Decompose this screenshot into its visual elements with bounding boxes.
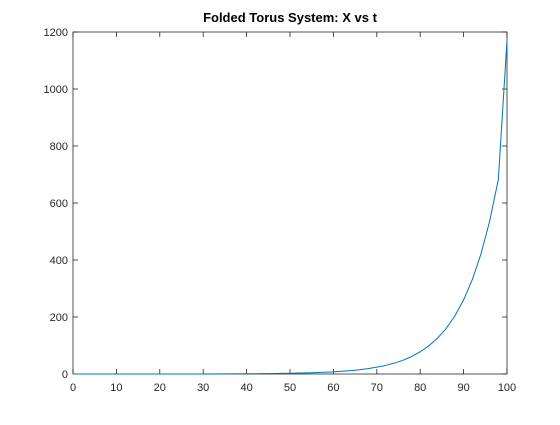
axes-box	[72, 31, 508, 375]
x-tick-label: 80	[414, 382, 426, 394]
x-tick-label: 100	[498, 382, 516, 394]
plot-area: 0 10 20 30 40 50 60 70 80 90 100020040060080010001…	[44, 27, 517, 394]
x-tick-label: 40	[240, 382, 252, 394]
y-tick-label: 600	[50, 198, 68, 210]
y-tick-label: 0	[62, 369, 68, 381]
x-tick-label: 20	[154, 382, 166, 394]
chart-title: Folded Torus System: X vs t	[203, 10, 378, 25]
x-tick-label: 10	[110, 382, 122, 394]
y-tick-label: 1000	[44, 84, 68, 96]
series-line	[73, 40, 508, 375]
y-tick-label: 200	[50, 312, 68, 324]
x-tick-label: 50	[284, 382, 296, 394]
y-tick-label: 400	[50, 255, 68, 267]
y-tick-label: 1200	[44, 27, 68, 39]
x-tick-label: 70	[371, 382, 383, 394]
x-tick-label: 60	[327, 382, 339, 394]
x-tick-label: 30	[197, 382, 209, 394]
x-tick-label: 0	[70, 382, 76, 394]
x-tick-label: 90	[457, 382, 469, 394]
y-tick-label: 800	[50, 141, 68, 153]
